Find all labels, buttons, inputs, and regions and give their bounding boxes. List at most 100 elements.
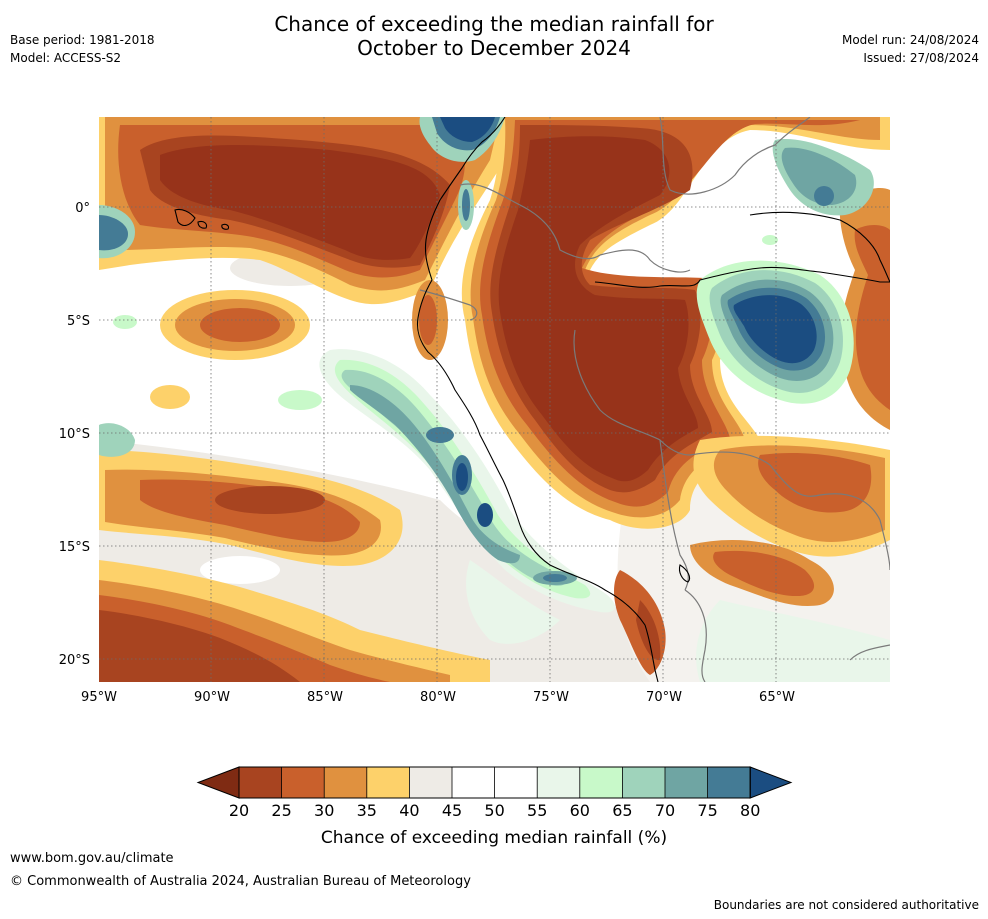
colorbar-swatch bbox=[494, 767, 538, 798]
west-pacific-65b bbox=[99, 423, 135, 457]
disclaimer-text: Boundaries are not considered authoritat… bbox=[713, 898, 979, 912]
south-brazil-25 bbox=[713, 550, 815, 597]
peru-coast-75c bbox=[543, 574, 567, 582]
colorbar-swatch bbox=[281, 767, 325, 798]
colorbar: 20 25 30 35 40 45 50 55 60 65 70 75 80 Chance of exce… bbox=[196, 766, 793, 848]
lon-tick-label: 70°W bbox=[646, 690, 682, 705]
south-light-green bbox=[696, 600, 890, 682]
colorbar-tick-label: 50 bbox=[484, 801, 504, 820]
west-pacific-75 bbox=[99, 215, 128, 251]
lon-tick-label: 65°W bbox=[759, 690, 795, 705]
colorbar-tick-label: 25 bbox=[271, 801, 291, 820]
colorbar-swatch bbox=[622, 767, 666, 798]
colorbar-tick-label: 65 bbox=[612, 801, 632, 820]
venezuela-75 bbox=[814, 186, 834, 206]
colorbar-tick-label: 75 bbox=[697, 801, 717, 820]
lon-tick-label: 95°W bbox=[81, 690, 117, 705]
colorbar-swatch bbox=[537, 767, 581, 798]
north-pacific-core bbox=[160, 145, 440, 260]
altiplano-20 bbox=[636, 600, 661, 661]
title-line-1: Chance of exceeding the median rainfall … bbox=[274, 12, 714, 36]
metadata-right: Model run: 24/08/2024 Issued: 27/08/2024 bbox=[842, 31, 979, 67]
coastline-amazon-river bbox=[594, 266, 890, 288]
lon-tick-label: 80°W bbox=[420, 690, 456, 705]
border-venezuela-guyana bbox=[774, 117, 811, 146]
lat-tick-label: 15°S bbox=[59, 540, 90, 555]
below-median-regions bbox=[99, 117, 890, 682]
colorbar-swatch bbox=[324, 767, 368, 798]
peru-coast-80b bbox=[477, 503, 493, 527]
amazon-wet-80 bbox=[733, 295, 817, 364]
galapagos-island-1 bbox=[174, 208, 196, 227]
colorbar-tick-label: 80 bbox=[740, 801, 760, 820]
border-colombia-peru bbox=[599, 249, 691, 273]
model-run-text: Model run: 24/08/2024 bbox=[841, 33, 979, 47]
border-peru-brazil bbox=[573, 329, 691, 456]
colorbar-swatch bbox=[366, 767, 410, 798]
border-venezuela bbox=[659, 117, 776, 195]
green-spot-1 bbox=[113, 315, 137, 329]
colorbar-tick-label: 60 bbox=[570, 801, 590, 820]
colorbar-tick-label: 35 bbox=[357, 801, 377, 820]
galapagos-island-2 bbox=[197, 220, 208, 229]
border-peru-bolivia bbox=[659, 439, 689, 591]
colorbar-tick-label: 70 bbox=[655, 801, 675, 820]
website-text: www.bom.gov.au/climate bbox=[10, 851, 174, 866]
lat-tick-label: 5°S bbox=[67, 314, 90, 329]
south-pacific-20 bbox=[99, 610, 300, 682]
colorbar-title: Chance of exceeding median rainfall (%) bbox=[321, 828, 667, 848]
colorbar-min-extension bbox=[196, 766, 240, 799]
venezuela-70 bbox=[781, 147, 857, 205]
east-brazil-25 bbox=[854, 225, 890, 410]
model-text: Model: ACCESS-S2 bbox=[10, 51, 122, 65]
lon-tick-label: 75°W bbox=[533, 690, 569, 705]
border-chile-bolivia bbox=[684, 589, 707, 682]
colorbar-swatch bbox=[409, 767, 453, 798]
white-patch-1 bbox=[200, 556, 280, 584]
lon-tick-label: 90°W bbox=[194, 690, 230, 705]
latitude-tick-labels: 0° 5°S 10°S 15°S 20°S bbox=[59, 201, 90, 668]
colorbar-swatch bbox=[452, 767, 496, 798]
rainfall-probability-field bbox=[99, 117, 890, 682]
coastline-amazon-north bbox=[749, 211, 890, 283]
peru-coast-75b bbox=[426, 427, 454, 443]
border-argentina bbox=[849, 644, 890, 661]
colorbar-swatch bbox=[665, 767, 709, 798]
metadata-left: Base period: 1981-2018 Model: ACCESS-S2 bbox=[10, 31, 155, 67]
lat-tick-label: 10°S bbox=[59, 427, 90, 442]
coast-light-green bbox=[466, 560, 560, 644]
title-line-2: October to December 2024 bbox=[357, 36, 631, 60]
longitude-tick-labels: 95°W 90°W 85°W 80°W 75°W 70°W 65°W bbox=[81, 690, 795, 705]
pacific-small-35 bbox=[150, 385, 190, 409]
peru-coast-80 bbox=[456, 463, 468, 491]
base-period-text: Base period: 1981-2018 bbox=[10, 33, 155, 47]
copyright-text: © Commonwealth of Australia 2024, Austra… bbox=[10, 874, 471, 889]
lon-tick-label: 85°W bbox=[307, 690, 343, 705]
se-pacific-band-20 bbox=[215, 486, 325, 514]
lat-tick-label: 20°S bbox=[59, 653, 90, 668]
green-spot-2 bbox=[278, 390, 322, 410]
border-ecuador-peru bbox=[419, 289, 478, 321]
colorbar-swatch bbox=[239, 767, 283, 798]
colorbar-swatch bbox=[707, 767, 751, 798]
colombia-coast-75 bbox=[462, 189, 470, 221]
colorbar-tick-label: 30 bbox=[314, 801, 334, 820]
panama-80 bbox=[440, 117, 495, 142]
country-borders bbox=[419, 117, 890, 682]
chaco-25 bbox=[758, 453, 872, 513]
peru-coast-70 bbox=[350, 385, 520, 564]
border-bolivia-brazil bbox=[689, 451, 881, 521]
colorbar-tick-label: 20 bbox=[229, 801, 249, 820]
colorbar-tick-label: 40 bbox=[399, 801, 419, 820]
colorbar-max-extension bbox=[749, 766, 793, 799]
mid-pacific-25 bbox=[200, 308, 280, 342]
galapagos-island-3 bbox=[221, 223, 230, 230]
green-spot-4 bbox=[762, 235, 778, 245]
coastlines bbox=[174, 117, 890, 682]
colorbar-tick-label: 45 bbox=[442, 801, 462, 820]
lake-titicaca bbox=[678, 564, 691, 583]
colorbar-tick-label: 55 bbox=[527, 801, 547, 820]
colorbar-swatch bbox=[579, 767, 623, 798]
amazon-core bbox=[498, 136, 698, 482]
issued-text: Issued: 27/08/2024 bbox=[863, 51, 979, 65]
